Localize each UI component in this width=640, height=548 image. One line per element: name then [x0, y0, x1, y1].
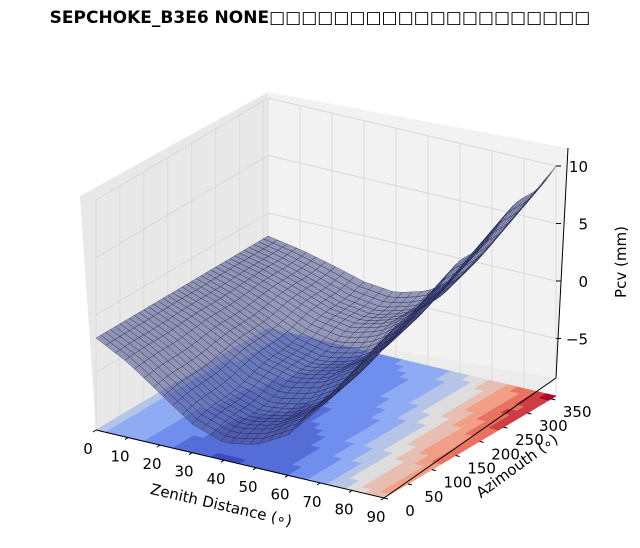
- x-tick-mark: [252, 467, 257, 471]
- y-tick-mark: [431, 469, 436, 472]
- x-tick-label: 80: [334, 500, 353, 518]
- x-tick-label: 0: [83, 440, 93, 458]
- x-tick-mark: [124, 437, 129, 440]
- y-tick-label: 200: [491, 445, 520, 463]
- x-tick-mark: [348, 490, 353, 493]
- y-tick-mark: [527, 412, 532, 415]
- y-tick-mark: [479, 440, 484, 443]
- y-axis-line: [383, 377, 557, 499]
- pcv-surface: [95, 165, 557, 445]
- z-tick-label: 0: [578, 273, 588, 291]
- y-tick-label: 0: [405, 502, 415, 520]
- x-tick-label: 60: [270, 485, 289, 503]
- z-tick-label: 5: [578, 216, 588, 234]
- x-tick-mark: [188, 452, 193, 456]
- y-tick-label: 100: [443, 474, 472, 492]
- x-tick-label: 50: [238, 478, 257, 496]
- x-tick-mark: [220, 459, 225, 463]
- y-tick-mark: [383, 497, 389, 500]
- y-tick-mark: [407, 483, 413, 486]
- z-tick-label: −5: [566, 331, 588, 349]
- x-axis-line: [95, 429, 385, 499]
- x-tick-mark: [380, 497, 385, 501]
- chart-title: SEPCHOKE_B3E6 NONE□□□□□□□□□□□□□□□□□□□□: [49, 8, 591, 28]
- x-tick-mark: [92, 429, 97, 433]
- x-axis-ticks: 0 10 20 30 40 50 60 70 80 90: [83, 429, 386, 526]
- x-tick-label: 10: [110, 448, 129, 466]
- y-tick-label: 300: [539, 417, 568, 435]
- z-axis-label: Pcv (mm): [612, 226, 630, 298]
- y-tick-mark: [455, 455, 460, 457]
- x-tick-mark: [316, 482, 321, 486]
- x-tick-mark: [156, 444, 161, 448]
- x-tick-mark: [284, 474, 289, 478]
- y-tick-label: 350: [563, 403, 592, 421]
- z-tick-label: 10: [569, 158, 588, 176]
- x-tick-label: 40: [206, 470, 225, 488]
- y-tick-label: 50: [424, 488, 443, 506]
- x-tick-label: 20: [142, 455, 161, 473]
- y-tick-label: 150: [467, 460, 496, 478]
- y-tick-label: 250: [515, 431, 544, 449]
- x-tick-label: 30: [174, 463, 193, 481]
- y-tick-mark: [551, 398, 556, 401]
- y-tick-mark: [503, 426, 508, 429]
- z-axis-line: [555, 147, 569, 379]
- x-tick-label: 70: [302, 493, 321, 511]
- x-tick-label: 90: [366, 508, 385, 526]
- z-axis-ticks: −5 0 5 10: [556, 158, 588, 349]
